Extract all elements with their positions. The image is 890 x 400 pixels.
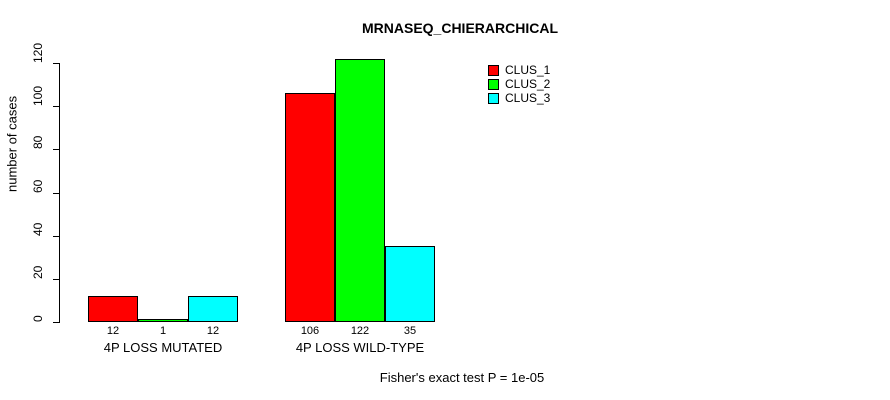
bar-clus_3-group1 <box>188 296 238 322</box>
legend-row-clus_2: CLUS_2 <box>488 77 550 91</box>
y-axis-line <box>59 63 60 323</box>
legend-label-clus_2: CLUS_2 <box>505 77 551 91</box>
legend-label-clus_1: CLUS_1 <box>505 63 551 77</box>
y-axis-tick <box>53 236 59 237</box>
bar-clus_1-group2 <box>285 93 335 322</box>
legend: CLUS_1 CLUS_2 CLUS_3 <box>488 63 550 105</box>
bar-value-label: 106 <box>300 325 320 337</box>
y-axis-tick <box>53 63 59 64</box>
legend-swatch-clus_1 <box>488 64 499 76</box>
category-label-group1: 4P LOSS MUTATED <box>103 340 223 355</box>
chart-title: MRNASEQ_CHIERARCHICAL <box>361 20 559 36</box>
legend-label-clus_3: CLUS_3 <box>505 91 551 105</box>
bar-value-label: 12 <box>206 325 220 337</box>
bar-value-label: 12 <box>106 325 120 337</box>
legend-swatch-clus_3 <box>488 92 499 104</box>
y-axis-tick <box>53 322 59 323</box>
annotation-text: Fisher's exact test P = 1e-05 <box>379 370 545 385</box>
legend-row-clus_1: CLUS_1 <box>488 63 550 77</box>
bar-value-label: 1 <box>159 325 167 337</box>
bar-clus_2-group1 <box>138 319 188 322</box>
y-axis-tick <box>53 279 59 280</box>
bar-clus_1-group1 <box>88 296 138 322</box>
y-axis-tick <box>53 149 59 150</box>
y-axis-tick <box>53 106 59 107</box>
bar-value-label: 35 <box>403 325 417 337</box>
category-label-group2: 4P LOSS WILD-TYPE <box>295 340 425 355</box>
bar-clus_3-group2 <box>385 246 435 322</box>
bar-clus_2-group2 <box>335 58 385 322</box>
y-axis-tick <box>53 193 59 194</box>
legend-row-clus_3: CLUS_3 <box>488 91 550 105</box>
legend-swatch-clus_2 <box>488 78 499 90</box>
bar-value-label: 122 <box>350 325 370 337</box>
